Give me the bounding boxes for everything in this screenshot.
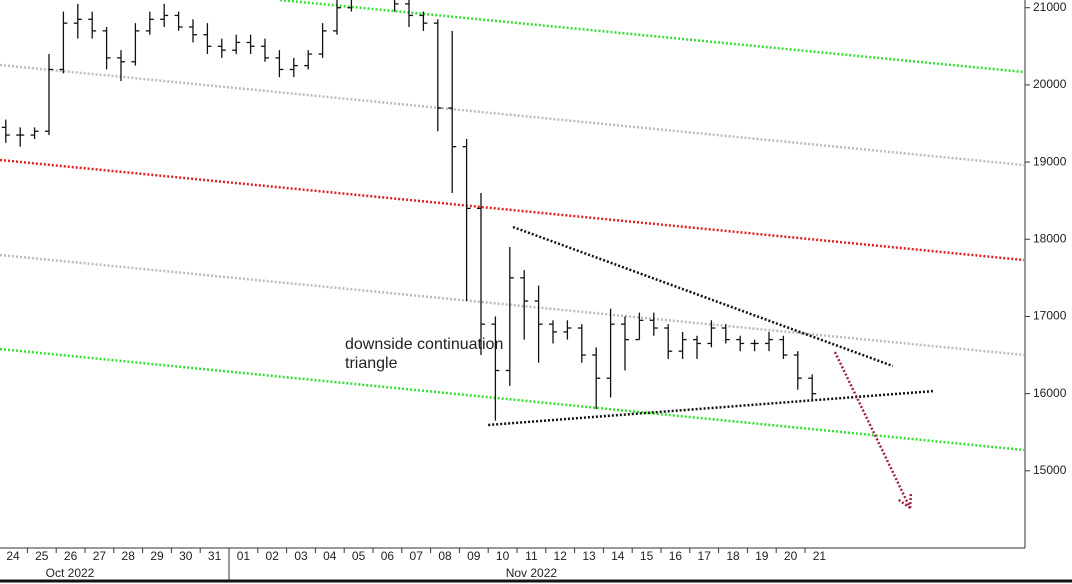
trend-line: [279, 0, 1025, 74]
x-tick-label: 10: [496, 549, 510, 563]
x-tick-label: 05: [352, 549, 366, 563]
y-tick-label: 21000: [1033, 0, 1067, 14]
x-tick-label: 13: [582, 549, 596, 563]
y-tick-label: 20000: [1033, 77, 1067, 91]
x-tick-label: 29: [150, 549, 164, 563]
x-tick-label: 26: [64, 549, 78, 563]
month-label: Oct 2022: [46, 566, 95, 580]
x-tick-label: 06: [381, 549, 395, 563]
y-tick-label: 16000: [1033, 386, 1067, 400]
trend-line: [0, 63, 1025, 167]
x-tick-label: 07: [410, 549, 424, 563]
trend-line: [0, 158, 1025, 262]
y-tick-label: 18000: [1033, 231, 1067, 245]
x-tick-label: 28: [122, 549, 136, 563]
trend-line: [0, 347, 1025, 452]
x-tick-label: 21: [813, 549, 827, 563]
x-tick-label: 03: [294, 549, 308, 563]
x-tick-label: 04: [323, 549, 337, 563]
x-tick-label: 19: [755, 549, 769, 563]
x-tick-label: 12: [554, 549, 568, 563]
x-tick-label: 14: [611, 549, 625, 563]
arrow-head: [908, 493, 913, 509]
trend-line: [488, 389, 935, 427]
x-tick-label: 24: [6, 549, 20, 563]
x-tick-label: 20: [784, 549, 798, 563]
y-tick-label: 15000: [1033, 463, 1067, 477]
annotation: downside continuation: [345, 336, 503, 353]
x-tick-label: 08: [438, 549, 452, 563]
trend-line: [0, 253, 1025, 357]
x-tick-label: 25: [35, 549, 49, 563]
x-tick-label: 16: [669, 549, 683, 563]
x-tick-label: 18: [726, 549, 740, 563]
y-tick-label: 17000: [1033, 309, 1067, 323]
month-label: Nov 2022: [506, 566, 558, 580]
x-tick-label: 11: [525, 549, 538, 563]
trend-line: [833, 351, 912, 509]
annotation: triangle: [345, 355, 398, 372]
x-tick-label: 17: [698, 549, 712, 563]
x-tick-label: 15: [640, 549, 654, 563]
x-tick-label: 30: [179, 549, 193, 563]
x-tick-label: 01: [237, 549, 251, 563]
x-tick-label: 09: [467, 549, 481, 563]
x-tick-label: 02: [266, 549, 280, 563]
x-tick-label: 27: [93, 549, 107, 563]
y-tick-label: 19000: [1033, 154, 1067, 168]
trend-line: [512, 225, 894, 368]
x-tick-label: 31: [208, 549, 222, 563]
